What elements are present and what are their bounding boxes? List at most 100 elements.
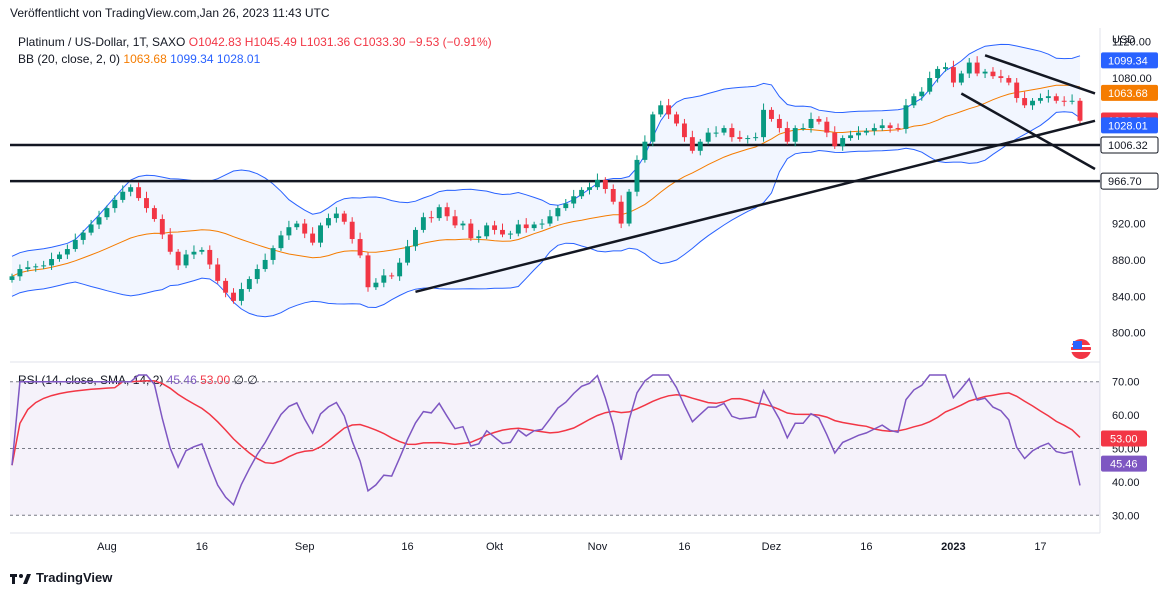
ohlc-values: O1042.83 H1045.49 L1031.36 C1033.30 −9.5… [188, 35, 492, 49]
candle-body [310, 233, 316, 243]
candle-body [238, 289, 244, 301]
candle-body [500, 229, 505, 235]
candle-body [1077, 100, 1083, 121]
candle-body [104, 208, 110, 218]
candle-body [1006, 78, 1012, 83]
candle-body [128, 187, 134, 192]
us-flag-icon[interactable] [1068, 338, 1094, 360]
candle-body [436, 207, 442, 219]
candle-body [990, 71, 996, 77]
candle-body [745, 138, 751, 140]
candle-body [357, 239, 363, 256]
rsi-value: 45.46 [166, 373, 197, 387]
candle-body [816, 118, 822, 122]
candle-body [800, 128, 806, 130]
time-tick-label: Nov [588, 541, 608, 553]
candle-body [167, 234, 173, 252]
price-tag-bb-lower [1101, 117, 1158, 134]
candle-body [183, 254, 189, 266]
bb-label[interactable]: BB (20, close, 2, 0) [18, 52, 121, 66]
candle-body [697, 141, 703, 151]
candle-body [966, 62, 972, 74]
rsi-label[interactable]: RSI (14, close, SMA, 14, 2) [18, 373, 164, 387]
candle-body [840, 138, 846, 147]
tradingview-logo[interactable]: TradingView [10, 570, 112, 585]
candle-body [88, 224, 94, 233]
candle-body [674, 114, 679, 124]
falling-trendline-lower [960, 92, 1096, 171]
candle-body [642, 141, 648, 160]
price-tag-text-support-1: 1006.32 [1108, 140, 1148, 152]
time-tick-label: 16 [678, 541, 690, 553]
candle-body [547, 216, 553, 224]
candle-body [713, 132, 719, 134]
candle-body [215, 264, 221, 281]
candle-body [231, 292, 236, 301]
rising-trendline [415, 119, 1096, 293]
candle-body [333, 213, 339, 219]
candle-body [594, 179, 600, 188]
candle-body [1014, 82, 1020, 99]
symbol-name[interactable]: Platinum / US-Dollar, 1T, SAXO [18, 35, 186, 49]
candle-body [159, 219, 165, 235]
candle-body [341, 213, 347, 222]
candle-body [658, 105, 664, 115]
price-tick-label: 1120.00 [1112, 37, 1151, 49]
candle-body [879, 125, 885, 129]
candle-body [856, 132, 861, 136]
candle-body [753, 137, 759, 139]
candle-body [634, 159, 640, 192]
candle-body [460, 223, 466, 226]
candle-body [1061, 100, 1067, 102]
candle-body [9, 276, 15, 280]
price-tag-support-1 [1100, 136, 1159, 154]
candle-body [911, 96, 917, 106]
candle-body [998, 76, 1004, 79]
candle-body [895, 128, 901, 130]
symbol-legend: Platinum / US-Dollar, 1T, SAXO O1042.83 … [18, 35, 492, 49]
time-tick-label: Okt [486, 541, 503, 553]
candle-body [515, 224, 521, 234]
time-tick-label: Dez [762, 541, 782, 553]
candle-body [531, 224, 537, 229]
candle-body [705, 132, 711, 142]
candle-body [563, 203, 569, 209]
candle-body [302, 223, 308, 234]
time-tick-label: 17 [1034, 541, 1046, 553]
candle-body [681, 123, 687, 138]
candle-body [784, 128, 790, 142]
candle-body [96, 217, 102, 225]
bb-band-fill [12, 44, 1080, 317]
time-tick-label: 2023 [941, 541, 965, 553]
candle-body [428, 217, 434, 219]
candle-body [587, 187, 592, 190]
candle-body [610, 188, 616, 202]
candle-body [41, 265, 47, 267]
candle-body [318, 225, 323, 243]
rsi-tag-rsi [1101, 455, 1147, 472]
candle-body [484, 225, 490, 237]
candle-body [144, 198, 149, 209]
candle-body [444, 207, 450, 217]
candle-body [824, 121, 830, 133]
candle-body [903, 105, 909, 129]
candle-body [349, 221, 355, 240]
candle-body [792, 128, 798, 142]
candle-body [25, 267, 31, 270]
bb-upper-value: 1099.34 [170, 52, 214, 66]
candle-body [381, 275, 387, 283]
rsi-tag-text-rsi-sma: 53.00 [1110, 433, 1138, 445]
candle-body [413, 229, 418, 247]
candle-body [1030, 100, 1035, 106]
price-tag-bb-basis [1101, 84, 1158, 101]
candle-body [1069, 100, 1075, 102]
candle-body [887, 125, 893, 129]
candle-body [650, 114, 656, 142]
published-note: Veröffentlicht von TradingView.com,Jan 2… [10, 6, 330, 20]
price-tick-label: 920.00 [1112, 219, 1146, 231]
candle-body [492, 225, 498, 230]
candle-body [626, 191, 632, 224]
candle-body [871, 128, 877, 131]
candle-body [737, 137, 743, 139]
